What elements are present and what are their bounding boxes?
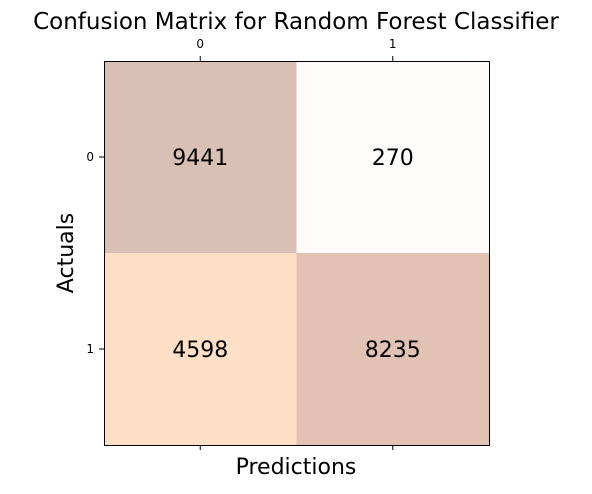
heatmap-cell-0-1 (296, 61, 489, 253)
cell-value-label-0-0: 9441 (172, 146, 228, 171)
heatmap-cell-1-1 (296, 253, 489, 445)
chart-title: Confusion Matrix for Random Forest Class… (33, 9, 559, 35)
cell-value-label-1-0: 4598 (172, 338, 228, 363)
x-tick-label-0: 0 (196, 37, 204, 51)
x-tick-label-1: 1 (389, 37, 397, 51)
plot-frame (104, 61, 490, 446)
y-tick-label-1: 1 (86, 342, 94, 356)
heatmap-cells: 9441 270 4598 8235 (104, 61, 489, 445)
x-axis-label: Predictions (236, 455, 357, 480)
heatmap-cell-0-0 (104, 61, 297, 253)
y-tick-label-0: 0 (86, 150, 94, 164)
cell-value-label-0-1: 270 (372, 146, 414, 171)
axis-ticks: 0 1 0 1 (86, 37, 397, 450)
y-axis-label: Actuals (54, 213, 79, 293)
heatmap-cell-1-0 (104, 253, 297, 445)
cell-value-label-1-1: 8235 (365, 338, 421, 363)
